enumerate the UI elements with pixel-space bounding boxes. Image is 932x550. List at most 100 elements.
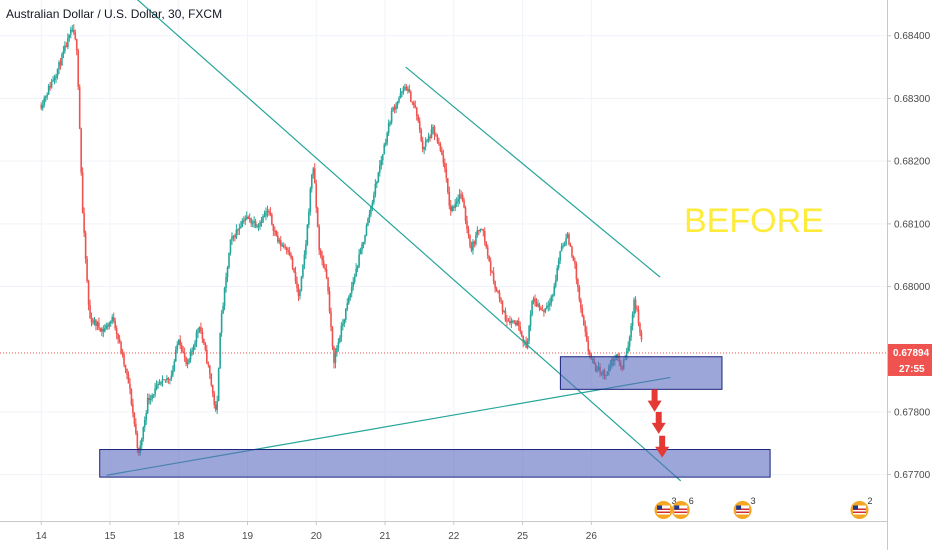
candle-body [192,346,195,351]
candle-body [333,346,335,363]
trendline[interactable] [79,0,682,482]
candle-body [535,302,538,307]
countdown-value: 27:55 [899,364,925,375]
us-flag-icon: 2 [850,496,873,519]
candle-body [467,229,470,236]
zones[interactable] [99,356,771,478]
candle-body [281,245,284,247]
arrows [647,389,670,458]
candle-body [111,316,114,322]
candle-body [152,394,155,396]
candle-body [368,214,371,219]
candle-body [265,212,267,216]
candle-body [446,178,449,192]
candle-body [158,383,161,385]
candle-body [337,342,340,348]
candle-body [71,29,74,31]
candle-body [380,160,383,166]
candle-body [242,220,245,222]
candle-body [556,267,558,281]
candle-body [75,39,78,51]
candle-body [206,349,208,364]
candle-body [135,423,137,434]
down-arrow [655,435,670,458]
candle-body [540,307,542,311]
candle-body [356,266,359,269]
candle-body [203,338,205,344]
trendline[interactable] [405,66,661,278]
candle-body [543,311,545,313]
support-zone[interactable] [559,356,723,390]
candle-body [398,98,400,102]
candle-body [515,322,517,326]
flag-canton [852,505,858,510]
candle-body [454,203,456,208]
candle-body [96,322,99,326]
candle-body [197,330,199,333]
candle-body [117,334,119,340]
candle-body [627,346,629,352]
flag-stripe [657,508,671,510]
candle-body [404,86,406,88]
candle-body [429,136,431,139]
candle-body [640,332,643,340]
event-markers: 3 6 3 2 [654,496,873,519]
candle-body [402,87,405,92]
candle-body [240,226,242,229]
candle-body [67,37,69,48]
candle-body [389,122,391,124]
candle-body [386,133,388,143]
candle-body [503,311,505,313]
candle-body [148,397,150,400]
price-axis-bg [887,0,932,550]
down-arrow-shaft [655,411,662,424]
candle-body [376,182,378,184]
candle-body [115,328,118,335]
time-tick-label: 14 [36,531,48,542]
time-axis[interactable]: 14 15 18 19 20 21 22 25 26 [0,521,887,550]
price-tick-label: 0.68400 [894,31,931,42]
event-count: 6 [689,496,694,506]
candle-body [211,384,214,394]
down-arrow-head [651,422,666,434]
before-annotation[interactable]: BEFORE [684,202,824,240]
candle-body [584,325,587,332]
trendlines[interactable] [79,0,682,482]
candle-body [442,154,445,164]
candle-body [395,105,397,110]
candle-body [350,286,353,294]
candle-body [445,168,448,179]
candle-body [522,335,524,343]
candle-body [501,300,504,312]
candle-body [532,298,535,302]
candle-body [288,251,291,256]
candle-body [531,301,533,315]
time-axis-bg [0,521,887,550]
candle-body [68,34,71,38]
candle-body [396,101,399,106]
time-tick-label: 20 [311,531,323,542]
candle-body [43,98,46,105]
candle-body [444,163,446,169]
candle-body [123,354,125,365]
candle-body [583,316,585,326]
candle-body [229,239,232,253]
candle-body [284,246,286,248]
price-axis[interactable]: 0.68400 0.68300 0.68200 0.68100 0.68000 0.678… [887,0,932,550]
candle-body [161,379,164,382]
candle-body [56,68,59,77]
candle-body [327,277,329,292]
candle-body [415,107,418,116]
support-zone[interactable] [99,449,771,478]
candle-body [637,309,640,324]
candle-body [554,280,557,287]
price-tick-label: 0.68300 [894,94,931,105]
candle-body [58,62,60,69]
candle-body [377,172,380,183]
candle-body [470,245,473,251]
candle-body [469,235,471,246]
candle-body [458,194,461,199]
time-tick-label: 15 [104,531,116,542]
